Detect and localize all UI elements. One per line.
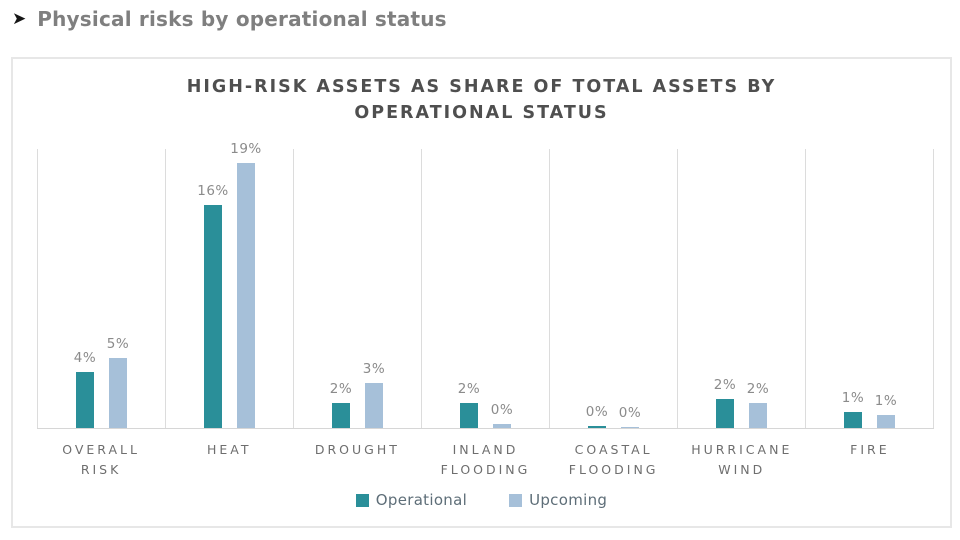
bar-group-operational: 4% — [74, 350, 96, 428]
legend-label: Operational — [375, 491, 468, 509]
bar-operational-overall-risk — [76, 372, 94, 428]
category-column-drought: 2% 3% — [293, 149, 421, 428]
bar-value-label: 1% — [874, 393, 898, 409]
bar-group-upcoming: 19% — [230, 141, 261, 428]
bar-value-label: 1% — [841, 390, 865, 406]
bar-group-upcoming: 0% — [491, 402, 513, 428]
category-label-hurricane-wind: HURRICANE WIND — [691, 442, 793, 477]
bar-group-upcoming: 3% — [363, 361, 385, 428]
category-column-overall-risk: 4% 5% — [37, 149, 165, 428]
bar-group-upcoming: 5% — [107, 336, 129, 428]
bar-upcoming-coastal-flooding — [621, 427, 639, 428]
category-column-coastal-flooding: 0% 0% — [549, 149, 677, 428]
bar-operational-inland-flooding — [460, 403, 478, 428]
chart-legend: Operational Upcoming — [13, 491, 950, 509]
legend-label: Upcoming — [529, 491, 608, 509]
category-label-coastal-flooding: COASTAL FLOODING — [568, 442, 659, 477]
legend-item-operational: Operational — [355, 491, 468, 509]
bar-upcoming-inland-flooding — [493, 424, 511, 428]
bar-value-label: 0% — [490, 402, 514, 418]
bar-value-label: 0% — [618, 405, 642, 421]
category-column-fire: 1% 1% — [805, 149, 934, 428]
arrow-right-icon: ➤ — [12, 8, 27, 29]
category-column-inland-flooding: 2% 0% — [421, 149, 549, 428]
category-column-hurricane-wind: 2% 2% — [677, 149, 805, 428]
bar-value-label: 5% — [106, 336, 130, 352]
bar-group-operational: 0% — [586, 404, 608, 428]
bar-group-operational: 1% — [842, 390, 864, 428]
bar-operational-drought — [332, 403, 350, 428]
bar-group-operational: 16% — [197, 183, 228, 428]
bar-chart-plot-area: 4% 5% 16% 19% 2% 3% 2% 0% 0% 0% 2% 2% 1% 1% — [37, 141, 934, 429]
legend-swatch-icon — [355, 493, 369, 507]
section-title: Physical risks by operational status — [37, 7, 447, 31]
bar-upcoming-hurricane-wind — [749, 403, 767, 428]
bar-value-label: 0% — [585, 404, 609, 420]
bar-value-label: 2% — [457, 381, 481, 397]
bar-operational-coastal-flooding — [588, 426, 606, 428]
bar-group-upcoming: 2% — [747, 381, 769, 428]
bar-upcoming-overall-risk — [109, 358, 127, 428]
bar-upcoming-drought — [365, 383, 383, 428]
bar-value-label: 2% — [746, 381, 770, 397]
legend-swatch-icon — [509, 493, 523, 507]
category-label-heat: HEAT — [206, 442, 252, 457]
bar-group-operational: 2% — [458, 381, 480, 428]
category-label-inland-flooding: INLAND FLOODING — [440, 442, 531, 477]
bar-value-label: 4% — [73, 350, 97, 366]
category-label-overall-risk: OVERALL RISK — [62, 442, 140, 477]
bar-upcoming-fire — [877, 415, 895, 428]
category-label-fire: FIRE — [850, 442, 890, 457]
chart-card: HIGH-RISK ASSETS AS SHARE OF TOTAL ASSET… — [11, 57, 952, 528]
bar-operational-hurricane-wind — [716, 399, 734, 428]
bar-value-label: 3% — [362, 361, 386, 377]
category-label-drought: DROUGHT — [314, 442, 400, 457]
category-column-heat: 16% 19% — [165, 141, 293, 428]
chart-title: HIGH-RISK ASSETS AS SHARE OF TOTAL ASSET… — [186, 77, 777, 123]
bar-group-upcoming: 0% — [619, 405, 641, 428]
bar-upcoming-heat — [237, 163, 255, 428]
bar-value-label: 2% — [713, 377, 737, 393]
bar-operational-heat — [204, 205, 222, 428]
bar-value-label: 19% — [230, 141, 262, 157]
legend-item-upcoming: Upcoming — [509, 491, 607, 509]
bar-operational-fire — [844, 412, 862, 428]
bar-group-operational: 2% — [714, 377, 736, 428]
section-header: ➤ Physical risks by operational status — [12, 7, 447, 31]
x-axis-category-labels: OVERALL RISK HEAT DROUGHT INLAND FLOODING CO… — [37, 440, 934, 480]
bar-value-label: 16% — [197, 183, 229, 199]
bar-value-label: 2% — [329, 381, 353, 397]
bar-group-operational: 2% — [330, 381, 352, 428]
bar-group-upcoming: 1% — [875, 393, 897, 428]
